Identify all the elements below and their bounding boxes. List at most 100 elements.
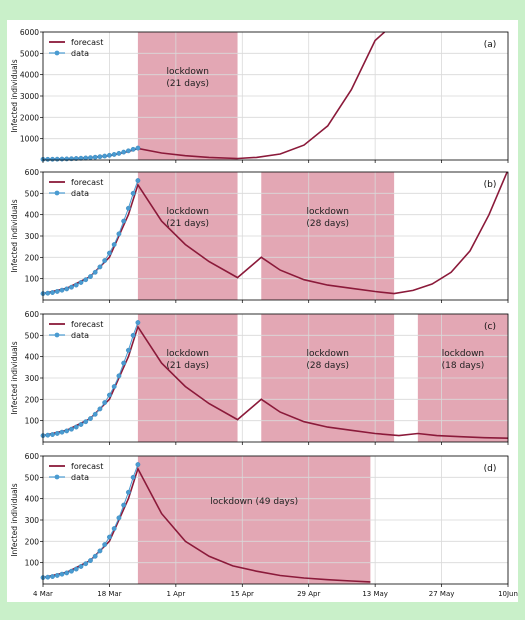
y-tick-label: 200 <box>25 253 40 262</box>
data-point <box>59 156 65 162</box>
x-tick-label: 1 Apr <box>166 590 185 598</box>
data-point <box>69 426 74 432</box>
data-point <box>126 347 131 353</box>
data-point <box>50 432 55 437</box>
y-tick-label: 1000 <box>20 135 39 144</box>
y-axis-label: Infected individuals <box>10 199 19 272</box>
data-point <box>59 429 65 435</box>
data-point <box>92 411 98 417</box>
panel-label: (a) <box>484 40 497 50</box>
y-tick-label: 100 <box>25 275 40 284</box>
legend-data-label: data <box>71 49 89 58</box>
data-point <box>83 277 89 283</box>
y-tick-label: 600 <box>25 452 40 461</box>
data-point <box>107 392 112 398</box>
y-tick-label: 300 <box>25 374 40 383</box>
data-point <box>88 558 93 563</box>
data-point <box>102 153 108 159</box>
data-point <box>97 154 103 160</box>
lockdown-label: lockdown <box>166 349 208 359</box>
data-point <box>135 145 141 151</box>
y-tick-label: 300 <box>25 516 40 525</box>
data-point <box>126 148 131 154</box>
data-point <box>92 269 98 275</box>
lockdown-label: (18 days) <box>442 361 485 371</box>
y-tick-label: 2000 <box>20 113 39 122</box>
lockdown-label: lockdown <box>166 67 208 77</box>
data-point <box>107 152 112 158</box>
x-tick-label: 4 Mar <box>33 590 53 598</box>
data-point <box>97 406 103 412</box>
data-point <box>64 570 70 576</box>
lockdown-forecast-figure: lockdown (21 days) 1000 2000 3000 4000 5000 600… <box>10 28 518 598</box>
x-tick-label: 29 Apr <box>297 590 320 598</box>
y-tick-label: 500 <box>25 189 40 198</box>
lockdown-label: (21 days) <box>166 361 209 371</box>
x-tick-label: 27 May <box>429 590 455 598</box>
chart-panel-d: lockdown (49 days) 100 200 300 400 500 600 Infe… <box>10 452 509 587</box>
lockdown-label: (28 days) <box>306 219 349 229</box>
data-point <box>130 474 136 480</box>
data-point <box>92 553 98 559</box>
data-point <box>83 419 89 425</box>
legend-data-marker <box>54 332 60 338</box>
data-point <box>111 384 117 389</box>
data-point <box>73 282 79 288</box>
legend-data-marker <box>54 50 60 56</box>
data-point <box>64 428 70 434</box>
y-tick-label: 5000 <box>20 49 39 58</box>
data-point <box>50 574 55 579</box>
lockdown-label: lockdown <box>306 349 348 359</box>
chart-panel-a: lockdown (21 days) 1000 2000 3000 4000 5000 600… <box>10 28 509 163</box>
data-point <box>83 561 89 567</box>
data-point <box>116 373 122 379</box>
figure-frame: lockdown (21 days) 1000 2000 3000 4000 5000 600… <box>7 20 518 602</box>
data-point <box>54 156 60 162</box>
data-point <box>116 150 122 156</box>
data-point <box>135 462 141 467</box>
data-point <box>121 502 127 508</box>
lockdown-label: lockdown <box>306 207 348 217</box>
y-tick-label: 100 <box>25 559 40 568</box>
lockdown-label: lockdown (49 days) <box>210 497 298 507</box>
legend: forecast data <box>49 178 103 198</box>
data-point <box>107 250 112 256</box>
data-point <box>135 320 141 325</box>
data-point <box>107 534 112 540</box>
data-point <box>111 242 117 247</box>
data-point <box>45 290 51 296</box>
data-point <box>45 432 51 438</box>
data-point <box>45 574 51 580</box>
y-tick-label: 6000 <box>20 28 39 37</box>
legend-forecast-label: forecast <box>71 38 103 47</box>
data-point <box>78 155 84 161</box>
data-point <box>121 360 127 366</box>
legend-data-marker <box>54 474 60 480</box>
data-point <box>73 566 79 572</box>
legend-forecast-label: forecast <box>71 178 103 187</box>
y-axis-label: Infected individuals <box>10 483 19 556</box>
y-tick-label: 300 <box>25 232 40 241</box>
data-point <box>54 431 60 436</box>
panel-label: (d) <box>484 464 497 474</box>
lockdown-label: (28 days) <box>306 361 349 371</box>
y-tick-label: 400 <box>25 211 40 220</box>
x-tick-label: 10Jun <box>498 590 518 598</box>
data-point <box>92 154 98 160</box>
data-point <box>59 287 65 293</box>
y-tick-label: 4000 <box>20 71 39 80</box>
data-point <box>121 218 127 224</box>
legend-data-marker <box>54 190 60 196</box>
data-point <box>78 422 84 427</box>
data-point <box>130 332 136 338</box>
data-point <box>102 542 108 547</box>
y-tick-label: 400 <box>25 495 40 504</box>
legend: forecast data <box>49 320 103 340</box>
data-point <box>88 416 93 421</box>
y-tick-label: 400 <box>25 353 40 362</box>
data-point <box>121 149 127 155</box>
data-point <box>97 548 103 554</box>
legend-data-label: data <box>71 189 89 198</box>
data-point <box>78 280 84 285</box>
lockdown-label: (21 days) <box>166 79 209 89</box>
